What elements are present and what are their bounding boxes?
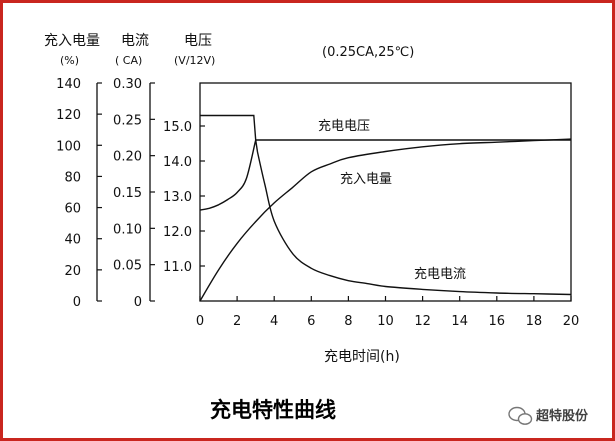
plot-area (199, 82, 572, 302)
soc-line (199, 138, 572, 302)
wechat-watermark: 超特股份 (508, 406, 589, 425)
current-line (256, 151, 572, 296)
soc-tick-label: 140 (56, 77, 81, 92)
voltage-axis-unit: (V/12V) (174, 54, 215, 67)
soc-tick-label: 120 (56, 108, 81, 123)
current-tick-label: 0.15 (113, 186, 142, 201)
current-tick-label: 0.25 (113, 113, 142, 128)
soc-tick-label: 40 (64, 233, 81, 248)
x-tick-label: 20 (563, 314, 580, 329)
current-axis-unit: ( CA) (115, 54, 142, 67)
watermark-text: 超特股份 (536, 408, 589, 424)
x-tick-label: 4 (270, 314, 278, 329)
soc-tick-label: 0 (73, 295, 81, 310)
condition-label: (0.25CA,25℃) (322, 45, 414, 60)
soc-tick-label: 60 (64, 202, 81, 217)
current-peak-connector (255, 139, 259, 153)
soc-tick-label: 100 (56, 139, 81, 154)
voltage-plateau-line (200, 114, 571, 141)
voltage-curve-label: 充电电压 (318, 118, 370, 134)
voltage-tick-label: 11.0 (163, 260, 192, 275)
soc-axis-title: 充入电量 (44, 33, 100, 49)
voltage-tick-label: 13.0 (163, 190, 192, 205)
soc-tick-label: 20 (64, 264, 81, 279)
soc-axis-unit: (%) (60, 54, 79, 67)
x-tick-label: 16 (489, 314, 506, 329)
current-tick-label: 0.10 (113, 222, 142, 237)
x-tick-label: 0 (196, 314, 204, 329)
soc-tick-label: 80 (64, 170, 81, 185)
soc-curve-label: 充入电量 (340, 171, 392, 187)
x-tick-label: 2 (233, 314, 241, 329)
current-tick-label: 0 (134, 295, 142, 310)
wechat-icon (508, 406, 533, 425)
current-curve-label: 充电电流 (414, 266, 466, 282)
voltage-axis-title: 电压 (184, 33, 212, 49)
current-axis-title: 电流 (121, 33, 149, 49)
current-tick-label: 0.05 (113, 259, 142, 274)
voltage-tick-label: 12.0 (163, 225, 192, 240)
current-tick-label: 0.30 (113, 77, 142, 92)
voltage-tick-label: 15.0 (163, 120, 192, 135)
x-tick-label: 8 (344, 314, 352, 329)
x-tick-label: 14 (451, 314, 468, 329)
x-tick-label: 10 (377, 314, 394, 329)
voltage-rise-line (199, 139, 257, 211)
x-axis-label: 充电时间(h) (324, 349, 400, 365)
x-tick-label: 12 (414, 314, 431, 329)
chart-title: 充电特性曲线 (210, 397, 336, 422)
current-tick-label: 0.20 (113, 150, 142, 165)
x-tick-label: 6 (307, 314, 315, 329)
voltage-tick-label: 14.0 (163, 155, 192, 170)
x-tick-label: 18 (526, 314, 543, 329)
